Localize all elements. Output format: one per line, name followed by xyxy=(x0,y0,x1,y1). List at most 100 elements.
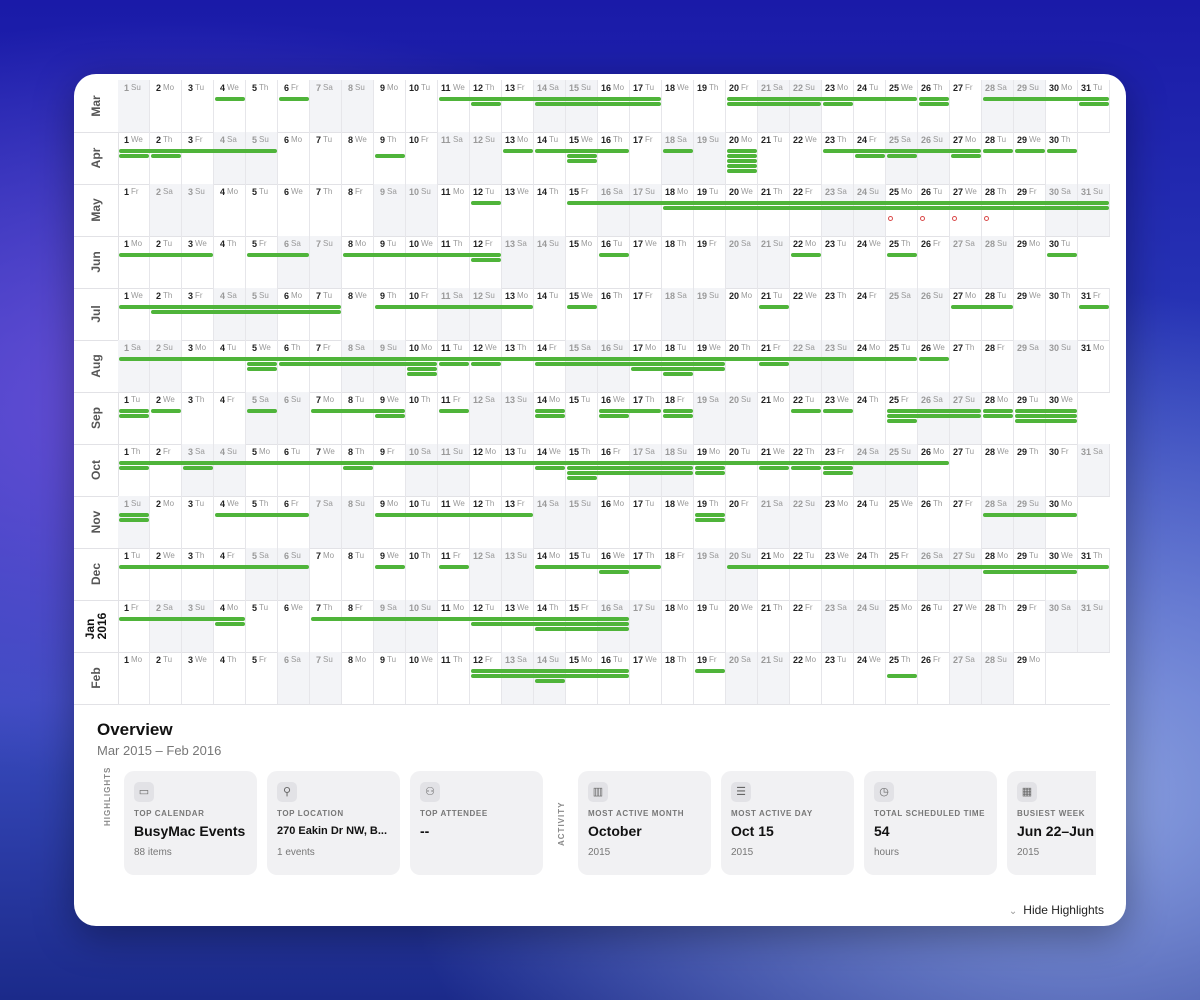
day-cell[interactable]: 23 We xyxy=(822,392,854,444)
day-cell[interactable]: 9 Mo xyxy=(374,80,406,132)
event-bar[interactable] xyxy=(535,466,565,470)
event-bar[interactable] xyxy=(887,253,917,257)
day-cell[interactable]: 2 We xyxy=(150,392,182,444)
day-cell[interactable]: 22 Tu xyxy=(790,392,822,444)
day-cell[interactable]: 4 Mo xyxy=(214,184,246,236)
event-bar[interactable] xyxy=(887,414,981,418)
event-bar[interactable] xyxy=(1015,149,1045,153)
day-cell[interactable]: 22 Th xyxy=(790,444,822,496)
event-bar[interactable] xyxy=(1015,414,1077,418)
day-cell[interactable]: 26 We xyxy=(918,340,950,392)
day-cell[interactable]: 22 Su xyxy=(790,80,822,132)
event-bar[interactable] xyxy=(439,565,469,569)
day-cell[interactable]: 29 We xyxy=(1014,132,1046,184)
day-cell[interactable]: 30 We xyxy=(1046,392,1078,444)
day-cell[interactable]: 15 Su xyxy=(566,80,598,132)
day-cell[interactable]: 13 Fr xyxy=(502,80,534,132)
day-cell[interactable]: 30 Mo xyxy=(1046,496,1078,548)
hide-highlights-button[interactable]: ⌄ Hide Highlights xyxy=(1009,903,1104,917)
event-bar[interactable] xyxy=(567,466,693,470)
day-cell[interactable]: 20 Th xyxy=(726,340,758,392)
event-bar[interactable] xyxy=(215,622,245,626)
day-cell[interactable]: 26 Sa xyxy=(918,392,950,444)
day-cell[interactable]: 31 Sa xyxy=(1078,444,1110,496)
event-bar[interactable] xyxy=(1047,253,1077,257)
event-bar[interactable] xyxy=(1015,419,1077,423)
day-cell[interactable]: 28 Sa xyxy=(982,80,1014,132)
activity-card-most-active-month[interactable]: ▥ MOST ACTIVE MONTH October 2015 xyxy=(578,771,711,875)
event-bar[interactable] xyxy=(311,617,629,621)
day-cell[interactable]: 6 Fr xyxy=(278,80,310,132)
activity-card-busiest-week[interactable]: ▦ BUSIEST WEEK Jun 22–Jun 2015 xyxy=(1007,771,1096,875)
birthday-dot[interactable] xyxy=(984,216,989,221)
day-cell[interactable]: 25 Fr xyxy=(886,548,918,600)
day-cell[interactable]: 2 Tu xyxy=(150,652,182,704)
day-cell[interactable]: 2 Sa xyxy=(150,600,182,652)
day-cell[interactable]: 30 Th xyxy=(1046,288,1078,340)
day-cell[interactable]: 7 Fr xyxy=(310,340,342,392)
day-cell[interactable]: 7 Su xyxy=(310,652,342,704)
day-cell[interactable]: 30 Th xyxy=(1046,132,1078,184)
event-bar[interactable] xyxy=(471,669,629,673)
day-cell[interactable]: 8 We xyxy=(342,288,374,340)
day-cell[interactable]: 6 Fr xyxy=(278,496,310,548)
event-bar[interactable] xyxy=(727,169,757,173)
day-cell[interactable]: 31 Tu xyxy=(1078,80,1110,132)
event-bar[interactable] xyxy=(407,372,437,376)
event-bar[interactable] xyxy=(375,513,533,517)
day-cell[interactable]: 31 Su xyxy=(1078,600,1110,652)
day-cell[interactable]: 27 Th xyxy=(950,340,982,392)
day-cell[interactable]: 11 Sa xyxy=(438,288,470,340)
event-bar[interactable] xyxy=(119,414,149,418)
day-cell[interactable]: 27 Mo xyxy=(950,132,982,184)
day-cell[interactable]: 13 Th xyxy=(502,340,534,392)
event-bar[interactable] xyxy=(439,409,469,413)
day-cell[interactable]: 3 Sa xyxy=(182,444,214,496)
event-bar[interactable] xyxy=(375,414,405,418)
event-bar[interactable] xyxy=(119,513,149,517)
day-cell[interactable]: 18 Mo xyxy=(662,600,694,652)
event-bar[interactable] xyxy=(1015,409,1077,413)
day-cell[interactable]: 1 Mo xyxy=(118,236,150,288)
day-cell[interactable]: 17 Tu xyxy=(630,80,662,132)
day-cell[interactable]: 26 Sa xyxy=(918,548,950,600)
event-bar[interactable] xyxy=(759,466,789,470)
event-bar[interactable] xyxy=(119,149,277,153)
day-cell[interactable]: 24 Th xyxy=(854,392,886,444)
event-bar[interactable] xyxy=(535,149,629,153)
event-bar[interactable] xyxy=(407,367,437,371)
event-bar[interactable] xyxy=(471,102,501,106)
day-cell[interactable]: 16 We xyxy=(598,548,630,600)
day-cell[interactable]: 29 Sa xyxy=(1014,340,1046,392)
day-cell[interactable]: 29 Tu xyxy=(1014,548,1046,600)
day-cell[interactable]: 1 Su xyxy=(118,80,150,132)
day-cell[interactable]: 17 Su xyxy=(630,184,662,236)
day-cell[interactable]: 7 Mo xyxy=(310,548,342,600)
day-cell[interactable]: 11 We xyxy=(438,80,470,132)
event-bar[interactable] xyxy=(471,362,501,366)
day-cell[interactable]: 26 Th xyxy=(918,496,950,548)
day-cell[interactable]: 2 Su xyxy=(150,340,182,392)
birthday-dot[interactable] xyxy=(920,216,925,221)
highlight-card-top-attendee[interactable]: ⚇ TOP ATTENDEE -- xyxy=(410,771,543,875)
day-cell[interactable]: 11 Tu xyxy=(438,340,470,392)
day-cell[interactable]: 27 Sa xyxy=(950,652,982,704)
day-cell[interactable]: 28 Su xyxy=(982,236,1014,288)
day-cell[interactable]: 13 Sa xyxy=(502,236,534,288)
day-cell[interactable]: 6 We xyxy=(278,600,310,652)
day-cell[interactable]: 8 We xyxy=(342,132,374,184)
day-cell[interactable]: 3 We xyxy=(182,652,214,704)
activity-card-total-scheduled-time[interactable]: ◷ TOTAL SCHEDULED TIME 54 hours xyxy=(864,771,997,875)
day-cell[interactable]: 25 Th xyxy=(886,652,918,704)
event-bar[interactable] xyxy=(631,367,725,371)
day-cell[interactable]: 19 Tu xyxy=(694,184,726,236)
day-cell[interactable]: 27 Fr xyxy=(950,80,982,132)
day-cell[interactable]: 17 Su xyxy=(630,600,662,652)
day-cell[interactable]: 10 We xyxy=(406,236,438,288)
event-bar[interactable] xyxy=(951,305,1013,309)
day-cell[interactable]: 29 Mo xyxy=(1014,652,1046,704)
event-bar[interactable] xyxy=(567,154,597,158)
day-cell[interactable]: 31 Su xyxy=(1078,184,1110,236)
event-bar[interactable] xyxy=(983,409,1013,413)
day-cell[interactable]: 20 Sa xyxy=(726,652,758,704)
